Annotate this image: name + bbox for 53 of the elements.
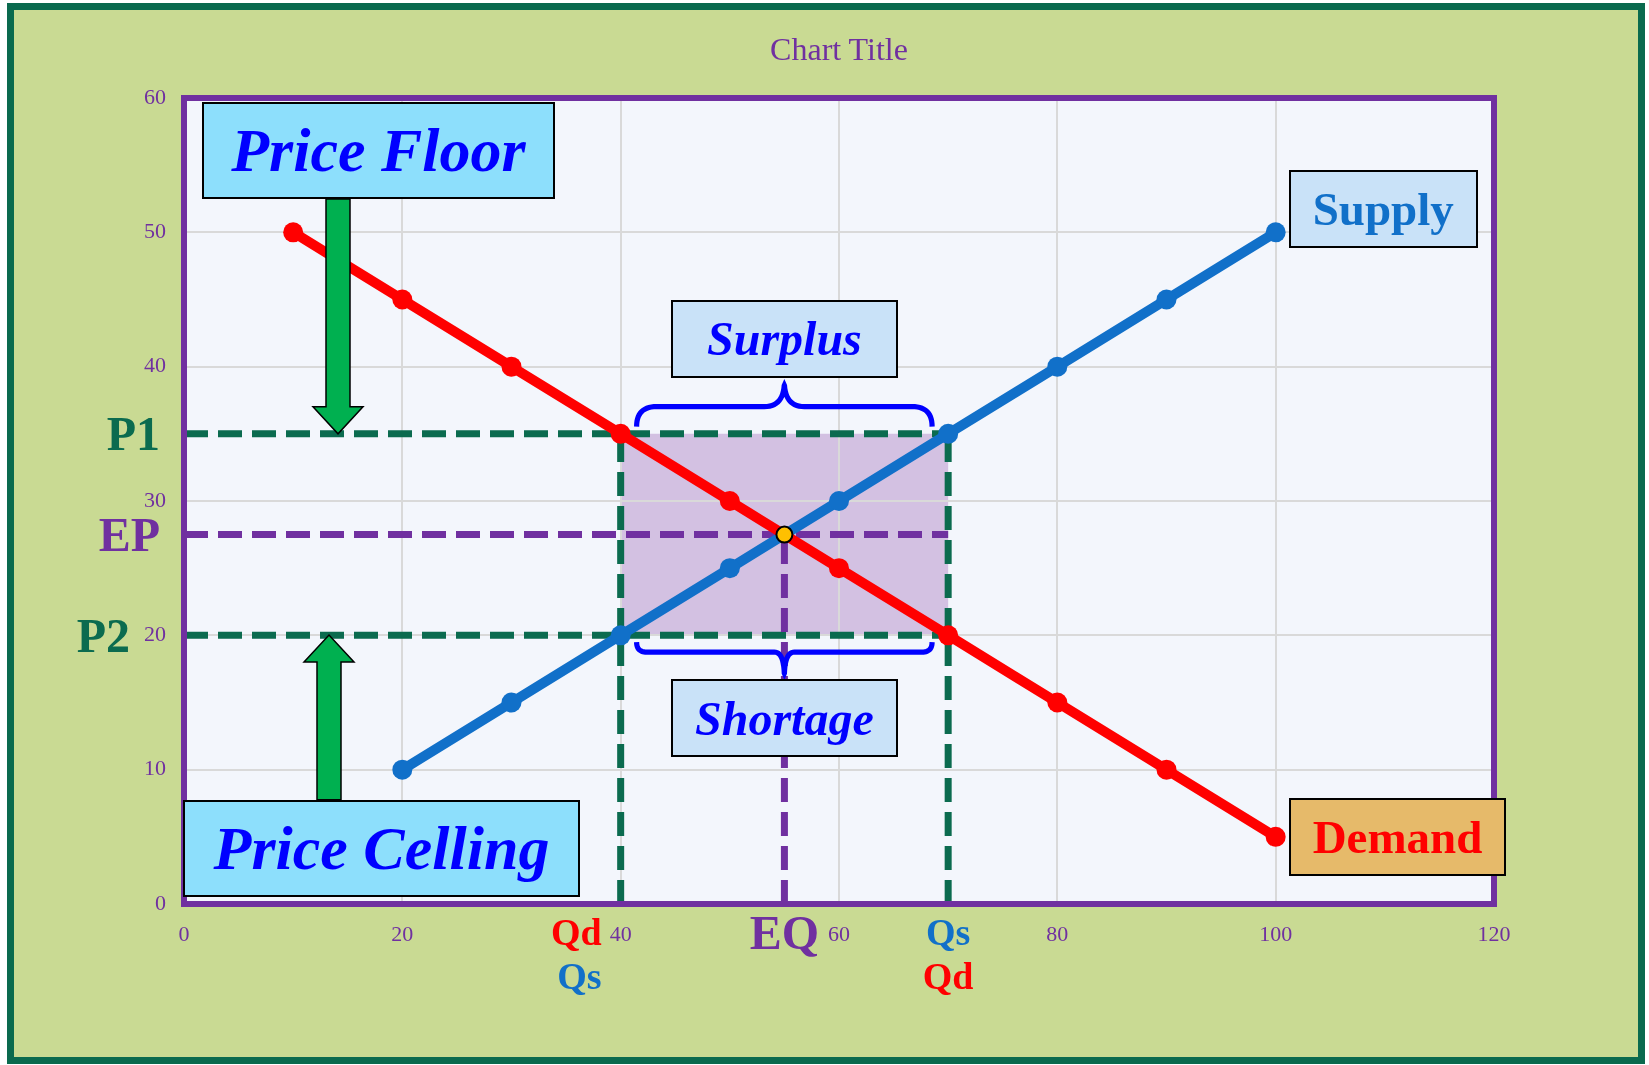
y-tick-label: 0 xyxy=(155,889,166,915)
point xyxy=(1156,289,1177,310)
point xyxy=(501,692,522,713)
point xyxy=(1047,692,1068,713)
x-tick-label: 100 xyxy=(1259,920,1293,946)
point xyxy=(392,289,413,310)
series-label: Supply xyxy=(1312,182,1454,237)
point xyxy=(1156,759,1177,780)
point xyxy=(610,423,631,444)
point xyxy=(501,356,522,377)
point xyxy=(829,558,849,579)
text: Qd xyxy=(550,911,602,955)
ref-line-label: P1 xyxy=(106,406,160,462)
point xyxy=(938,423,959,444)
point xyxy=(392,759,413,780)
callout-box: Price Floor xyxy=(202,102,555,199)
y-tick-label: 50 xyxy=(144,218,166,244)
point xyxy=(775,525,794,544)
x-tick-label: 60 xyxy=(828,920,850,946)
annotation: Surplus xyxy=(707,311,862,367)
point xyxy=(719,558,740,579)
point xyxy=(1047,356,1068,377)
x-tick-label: 0 xyxy=(178,920,190,946)
point xyxy=(938,625,959,646)
series-label: Demand xyxy=(1312,809,1483,864)
point xyxy=(1265,826,1286,847)
annotation: Price Floor xyxy=(231,114,526,186)
ref-line-label: P2 xyxy=(76,607,130,663)
point xyxy=(719,491,740,511)
callout-box: Price Celling xyxy=(183,800,580,897)
y-tick-label: 40 xyxy=(144,352,166,378)
chart-title: Chart Title xyxy=(770,30,908,67)
y-tick-label: 60 xyxy=(144,83,166,109)
y-tick-label: 20 xyxy=(144,621,166,647)
point xyxy=(1265,222,1286,243)
ref-line-label: EQ xyxy=(749,905,820,961)
callout-box: Surplus xyxy=(670,299,898,378)
point xyxy=(610,625,631,646)
callout-box: Supply xyxy=(1288,170,1478,249)
x-tick-label: 80 xyxy=(1046,920,1069,946)
point xyxy=(283,222,304,243)
x-tick-label: 40 xyxy=(609,920,632,946)
callout-box: Demand xyxy=(1288,797,1507,876)
x-tick-label: 20 xyxy=(391,920,414,946)
annotation: Shortage xyxy=(695,690,874,746)
annotation: Price Celling xyxy=(213,812,550,884)
callout-box: Shortage xyxy=(670,679,898,758)
y-tick-label: 10 xyxy=(144,755,166,781)
x-tick-label: 120 xyxy=(1477,920,1511,946)
text: Qd xyxy=(922,955,974,999)
text: Qs xyxy=(925,911,971,955)
text: Qs xyxy=(557,955,602,999)
point xyxy=(829,491,849,511)
